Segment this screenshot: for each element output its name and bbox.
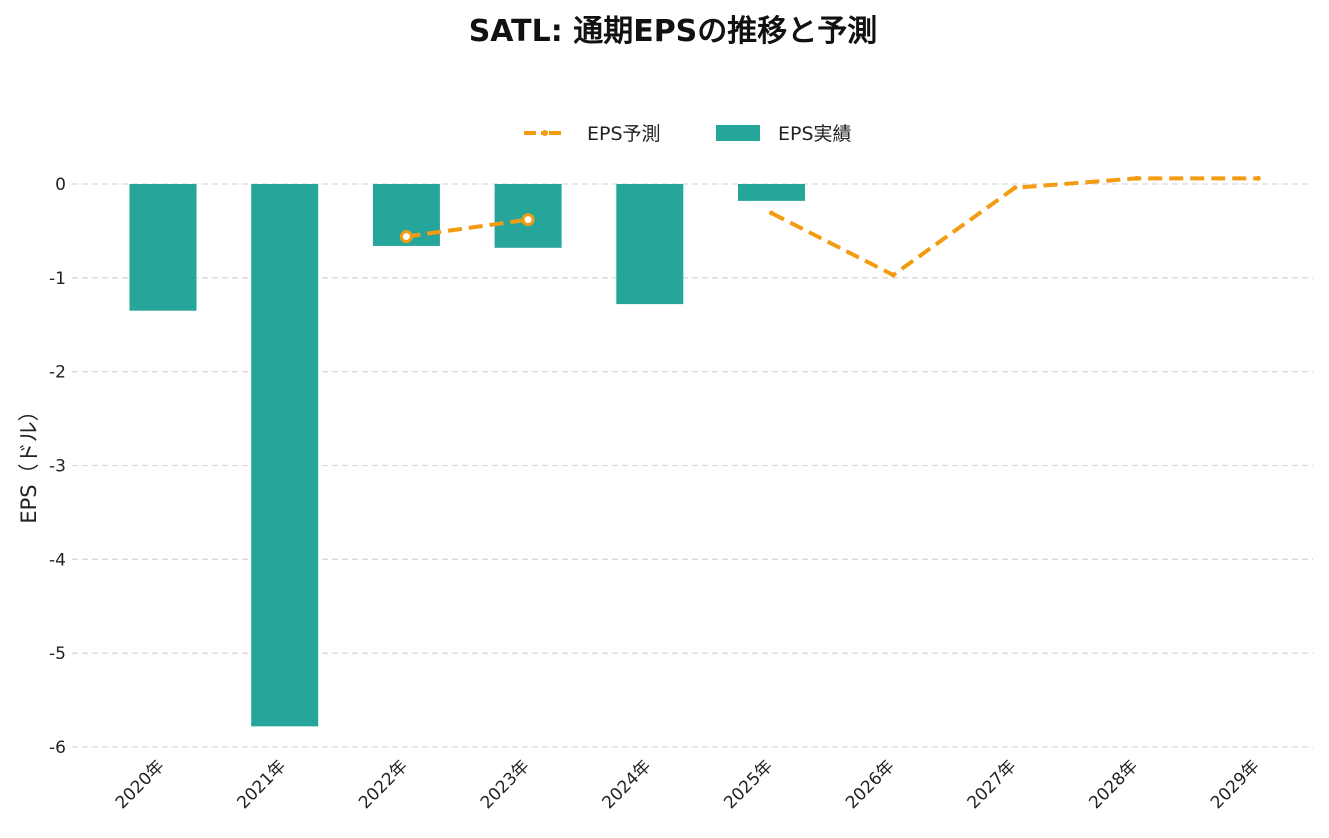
x-tick-labels: 2020年 2021年 2022年 2023年 2024年 2025年 2026年 2027年… [112, 756, 1264, 813]
legend-forecast-marker [542, 130, 548, 136]
forecast-point [1012, 185, 1018, 191]
y-tick-label: -5 [49, 644, 66, 664]
forecast-line [770, 176, 1259, 278]
bar [129, 184, 197, 311]
bar-series [129, 184, 805, 727]
y-tick-labels: 0 -1 -2 -3 -4 -5 -6 [49, 175, 66, 758]
x-tick-label: 2021年 [233, 756, 290, 813]
forecast-point [890, 272, 896, 278]
grid-lines [72, 183, 1313, 748]
forecast-point [521, 213, 535, 227]
legend-forecast-label: EPS予測 [587, 123, 661, 145]
x-tick-label: 2024年 [599, 756, 656, 813]
forecast-point [1255, 175, 1261, 181]
x-tick-label: 2020年 [112, 756, 169, 813]
x-tick-label: 2025年 [720, 756, 777, 813]
bar [616, 184, 684, 305]
x-tick-label: 2026年 [842, 756, 899, 813]
forecast-point [399, 230, 413, 244]
x-tick-label: 2029年 [1207, 756, 1264, 813]
x-tick-label: 2023年 [477, 756, 534, 813]
x-tick-label: 2022年 [355, 756, 412, 813]
forecast-point [769, 210, 774, 216]
forecast-point [1134, 175, 1140, 181]
bar [251, 184, 319, 727]
legend-actual-label: EPS実績 [778, 123, 852, 145]
y-tick-label: -4 [49, 550, 66, 570]
y-tick-label: -1 [49, 269, 66, 289]
y-tick-label: -6 [49, 738, 66, 758]
legend-actual-swatch [716, 125, 760, 141]
bar [738, 184, 805, 201]
legend: EPS予測 EPS実績 [524, 123, 852, 145]
y-tick-label: -2 [49, 363, 66, 383]
line-series [399, 175, 1261, 278]
y-tick-label: -3 [49, 457, 66, 477]
y-axis-label: EPS（ドル） [17, 400, 41, 523]
x-tick-label: 2028年 [1085, 756, 1142, 813]
y-tick-label: 0 [55, 175, 66, 195]
chart-title: SATL: 通期EPSの推移と予測 [469, 14, 878, 49]
x-tick-label: 2027年 [964, 756, 1021, 813]
